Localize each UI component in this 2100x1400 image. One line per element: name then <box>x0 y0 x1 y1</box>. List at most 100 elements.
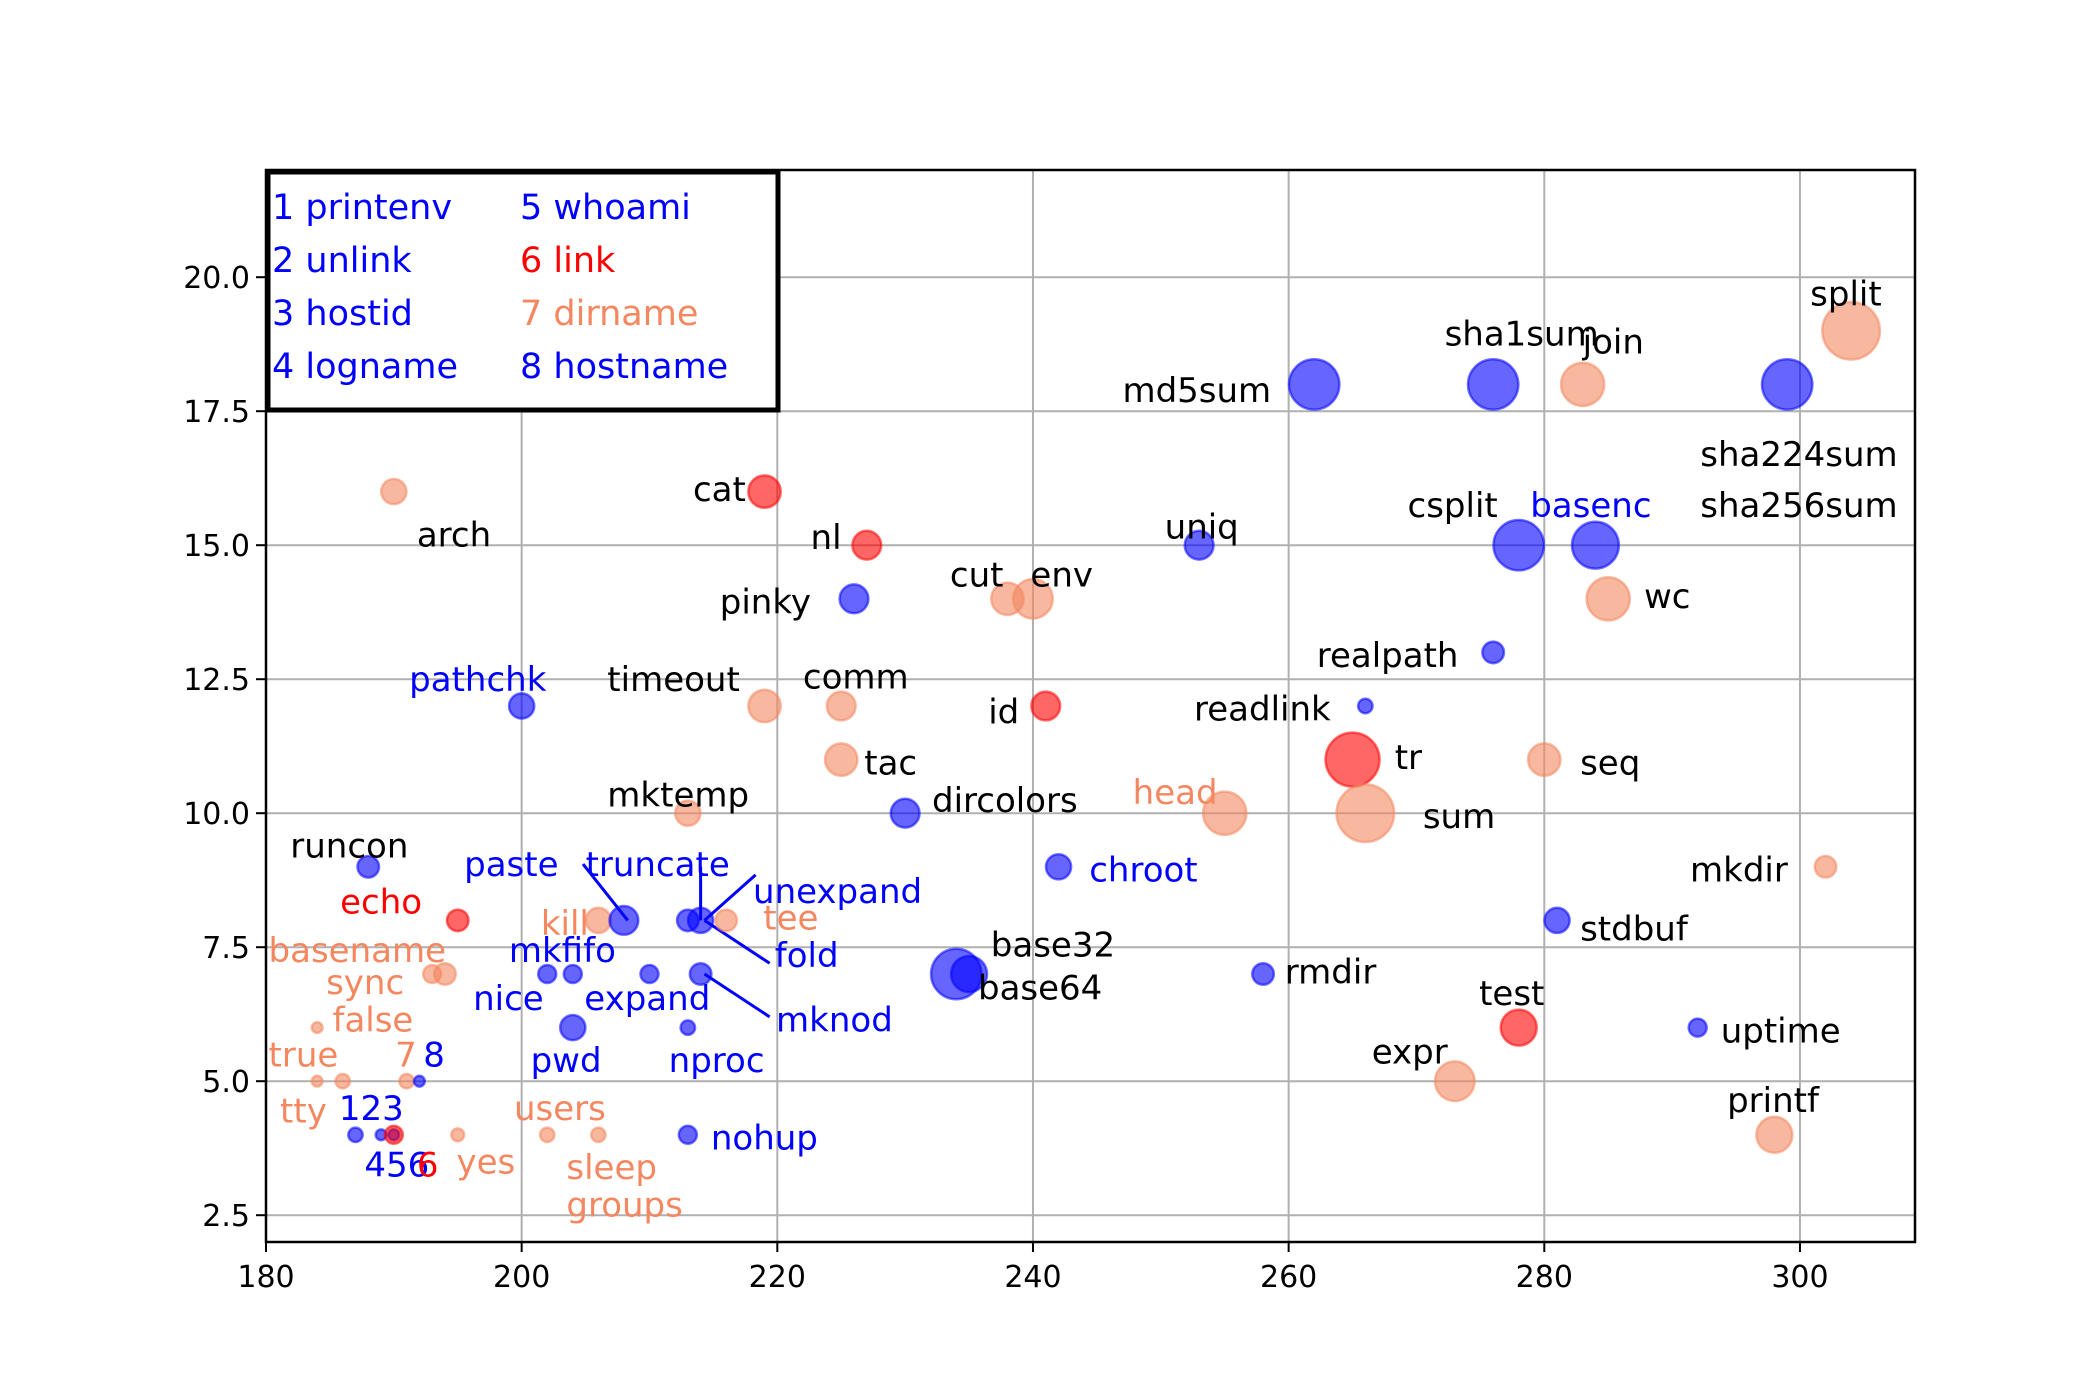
scatter-point <box>889 797 921 829</box>
y-tick-label: 2.5 <box>202 1199 250 1234</box>
point-label: uptime <box>1721 1011 1841 1051</box>
point-label: nl <box>811 518 842 558</box>
point-label: base32 <box>991 926 1115 966</box>
point-label: readlink <box>1194 690 1331 730</box>
scatter-point <box>507 692 536 720</box>
point-label: csplit <box>1408 486 1498 526</box>
point-label: comm <box>803 658 909 698</box>
scatter-point <box>450 1127 466 1143</box>
legend-entry: 2 unlink <box>272 241 412 281</box>
scatter-point <box>445 908 470 933</box>
scatter-point <box>584 906 613 935</box>
point-label: truncate <box>586 845 730 885</box>
point-label: 123 <box>339 1089 404 1129</box>
scatter-point <box>1287 357 1341 411</box>
point-label: pathchk <box>409 660 547 700</box>
scatter-point <box>1559 361 1606 408</box>
point-label: sum <box>1423 797 1495 837</box>
scatter-point <box>1543 906 1571 935</box>
scatter-point <box>310 1020 324 1035</box>
point-label: sha1sum <box>1445 314 1599 354</box>
x-tick-label: 180 <box>237 1260 294 1295</box>
point-label: users <box>514 1089 606 1129</box>
scatter-point <box>1760 357 1814 411</box>
scatter-point <box>379 477 408 506</box>
point-label: nohup <box>711 1118 818 1158</box>
scatter-point <box>747 688 782 724</box>
plot-frame <box>264 168 1917 1244</box>
scatter-point <box>1324 731 1381 788</box>
scatter-point <box>1335 783 1396 844</box>
point-label: id <box>988 692 1019 732</box>
point-label: arch <box>417 515 491 555</box>
scatter-point <box>1183 529 1215 561</box>
scatter-point <box>838 583 870 615</box>
scatter-point <box>1570 520 1621 570</box>
scatter-point <box>1433 1060 1476 1103</box>
scatter-point <box>714 908 739 933</box>
point-label: fold <box>775 936 839 976</box>
connector-line <box>703 919 771 965</box>
connector-line <box>703 873 757 922</box>
scatter-point <box>1201 790 1248 837</box>
point-label: stdbuf <box>1580 909 1689 949</box>
scatter-point <box>686 906 715 935</box>
point-label: base64 <box>978 968 1102 1008</box>
scatter-point <box>589 1126 607 1144</box>
point-label: expr <box>1372 1033 1448 1073</box>
scatter-point <box>1526 742 1562 778</box>
point-label: 7 <box>395 1035 417 1075</box>
point-label: mkfifo <box>509 931 616 971</box>
point-label: head <box>1133 773 1218 813</box>
scatter-point <box>398 1072 416 1090</box>
point-label: rmdir <box>1285 952 1377 992</box>
y-axis-ticks: 2.5 5.0 7.5 10.0 12.5 15.0 17.5 20.0 <box>183 261 266 1234</box>
scatter-point <box>949 954 989 994</box>
point-label: unexpand <box>753 872 922 912</box>
x-tick-label: 300 <box>1771 1260 1828 1295</box>
point-label: tac <box>864 743 917 783</box>
y-tick-label: 17.5 <box>183 395 250 430</box>
point-label: yes <box>456 1143 515 1183</box>
x-tick-label: 280 <box>1516 1260 1573 1295</box>
point-label: printf <box>1727 1081 1820 1121</box>
x-tick-label: 240 <box>1004 1260 1061 1295</box>
point-label: wc <box>1644 577 1691 617</box>
point-label: basename <box>269 931 446 971</box>
point-label: mknod <box>776 1001 893 1041</box>
point-label: 8 <box>423 1035 445 1075</box>
point-label: mktemp <box>607 775 749 815</box>
x-tick-label: 260 <box>1260 1260 1317 1295</box>
point-label: sha256sum <box>1700 486 1897 526</box>
scatter-point <box>1044 852 1073 881</box>
point-label: basenc <box>1530 486 1651 526</box>
legend-entry: 4 logname <box>272 347 458 387</box>
point-label: sha224sum <box>1700 435 1897 475</box>
point-label: runcon <box>290 826 408 866</box>
point-label: md5sum <box>1122 371 1271 411</box>
scatter-point <box>1585 575 1632 622</box>
legend-entry: 6 link <box>520 241 616 281</box>
point-label: tee <box>763 899 818 939</box>
scatter-point <box>536 963 558 985</box>
point-label: dircolors <box>932 781 1078 821</box>
scatter-point <box>1492 518 1546 572</box>
legend-items: 1 printenv 2 unlink 3 hostid 4 logname 5 who… <box>272 188 728 387</box>
legend-entry: 7 dirname <box>520 294 698 334</box>
point-label: echo <box>340 883 422 923</box>
point-label: groups <box>566 1185 682 1225</box>
y-tick-label: 15.0 <box>183 529 250 564</box>
scatter-point <box>1481 640 1506 665</box>
legend-entry: 8 hostname <box>520 347 728 387</box>
point-label: timeout <box>607 660 740 700</box>
scatter-point <box>1011 577 1055 620</box>
x-axis-ticks: 180 200 220 240 260 280 300 <box>237 1242 1829 1295</box>
scatter-point <box>356 854 381 879</box>
scatter-point <box>383 1124 405 1146</box>
y-tick-label: 7.5 <box>202 931 250 966</box>
point-label: split <box>1810 274 1882 314</box>
scatter-point <box>851 529 883 561</box>
scatter-point <box>639 963 660 985</box>
point-label: true <box>269 1035 339 1075</box>
point-label: 456 <box>364 1145 429 1185</box>
